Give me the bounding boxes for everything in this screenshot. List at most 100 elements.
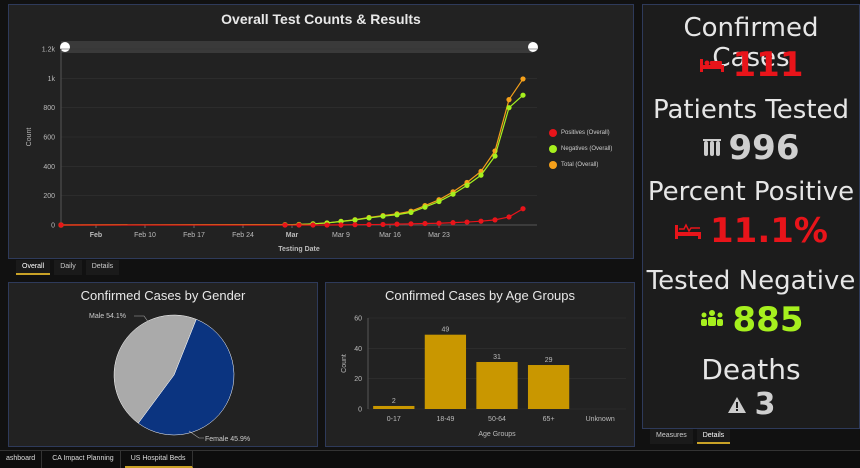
series-point-0 bbox=[450, 220, 456, 226]
x-tick-label: 18-49 bbox=[436, 416, 454, 423]
legend-label: Total (Overall) bbox=[561, 162, 599, 168]
y-tick-label: 0 bbox=[51, 223, 55, 230]
series-point-0 bbox=[464, 219, 470, 225]
tested-label: Patients Tested bbox=[652, 95, 850, 125]
female-label: Female 45.9% bbox=[205, 436, 250, 443]
bottom-tab-dashboard[interactable]: ashboard bbox=[0, 451, 43, 468]
y-tick-label: 600 bbox=[43, 135, 55, 142]
tab-measures[interactable]: Measures bbox=[650, 429, 693, 444]
y-tick-label: 20 bbox=[354, 376, 362, 383]
series-point-0 bbox=[310, 222, 316, 228]
deaths-value: 3 bbox=[754, 387, 776, 422]
x-tick-label: 0-17 bbox=[387, 416, 401, 423]
series-point-0 bbox=[436, 220, 442, 226]
legend-item[interactable]: Total (Overall) bbox=[549, 161, 598, 169]
tab-stats-details[interactable]: Details bbox=[696, 429, 731, 444]
x-tick-label: 65+ bbox=[543, 416, 555, 423]
female-leader-line bbox=[188, 430, 204, 439]
x-tick-label: Feb bbox=[90, 232, 102, 239]
series-point-0 bbox=[58, 222, 64, 228]
series-point-0 bbox=[338, 222, 344, 228]
series-line-2 bbox=[60, 78, 524, 226]
series-point-1 bbox=[352, 217, 358, 223]
y-tick-label: 60 bbox=[354, 316, 362, 323]
x-tick-label: Mar 9 bbox=[332, 232, 350, 239]
bar-value-label: 29 bbox=[545, 357, 553, 364]
gender-pie-chart: Male 54.1% Female 45.9% bbox=[89, 313, 250, 443]
y-tick-label: 40 bbox=[354, 346, 362, 353]
bar-value-label: 2 bbox=[392, 398, 396, 405]
x-tick-label: Mar 23 bbox=[428, 232, 450, 239]
percent-label: Percent Positive bbox=[647, 177, 855, 207]
tab-overall[interactable]: Overall bbox=[16, 260, 51, 275]
legend-color-dot bbox=[549, 161, 557, 169]
bar-18-49 bbox=[424, 334, 467, 409]
range-slider-start-handle bbox=[60, 42, 70, 52]
series-point-0 bbox=[422, 220, 428, 227]
tested-value-row: 996 bbox=[643, 128, 859, 168]
deaths-value-row: 3 bbox=[643, 387, 859, 422]
x-tick-label: Feb 17 bbox=[183, 232, 205, 239]
series-point-0 bbox=[492, 217, 498, 223]
confirmed-value-row: 111 bbox=[643, 45, 859, 85]
legend-color-dot bbox=[549, 145, 557, 153]
y-tick-label: 200 bbox=[43, 193, 55, 200]
series-point-1 bbox=[380, 213, 386, 219]
legend-item[interactable]: Negatives (Overall) bbox=[549, 145, 612, 153]
series-point-0 bbox=[408, 221, 414, 227]
x-tick-label: 50-64 bbox=[488, 416, 506, 423]
y-tick-label: 0 bbox=[358, 407, 362, 414]
x-tick-label: Unknown bbox=[586, 416, 615, 423]
bar-value-label: 49 bbox=[442, 327, 450, 334]
y-tick-label: 1k bbox=[48, 76, 56, 83]
people-icon bbox=[700, 310, 723, 326]
pie-slice-male bbox=[137, 318, 235, 436]
gender-panel: Confirmed Cases by Gender Male 54.1% Fema… bbox=[8, 282, 318, 447]
y-axis-label: Count bbox=[26, 128, 33, 147]
x-tick-label: Mar 16 bbox=[379, 232, 401, 239]
test-tube-icon bbox=[702, 139, 721, 156]
male-label: Male 54.1% bbox=[89, 313, 126, 320]
series-point-0 bbox=[478, 218, 484, 224]
age-panel: Confirmed Cases by Age Groups 0 20 40 60 2 0-… bbox=[325, 282, 635, 447]
tab-daily[interactable]: Daily bbox=[54, 260, 82, 275]
warning-icon bbox=[727, 396, 746, 413]
series-point-0 bbox=[520, 206, 526, 212]
stats-tabs: Measures Details bbox=[650, 429, 731, 444]
negative-label: Tested Negative bbox=[646, 266, 856, 296]
series-point-0 bbox=[282, 222, 288, 228]
series-point-0 bbox=[352, 222, 358, 228]
bottom-tab-us-hospital-beds[interactable]: US Hospital Beds bbox=[124, 451, 193, 468]
series-point-0 bbox=[366, 221, 372, 228]
bed-pulse-icon bbox=[675, 223, 702, 239]
male-leader-line bbox=[134, 315, 150, 324]
bar-0-17 bbox=[373, 405, 415, 409]
gender-title: Confirmed Cases by Gender bbox=[80, 288, 246, 303]
test-counts-panel: Overall Test Counts & Results 0 200 400 600… bbox=[8, 4, 634, 259]
series-point-1 bbox=[422, 204, 428, 210]
series-point-1 bbox=[436, 198, 442, 205]
series-point-0 bbox=[324, 222, 330, 228]
series-point-0 bbox=[296, 222, 302, 228]
series-point-1 bbox=[464, 182, 470, 188]
series-point-1 bbox=[506, 105, 512, 111]
y-axis-label: Count bbox=[341, 354, 348, 373]
confirmed-value: 111 bbox=[732, 45, 804, 85]
y-tick-label: 400 bbox=[43, 164, 55, 171]
series-point-0 bbox=[380, 221, 386, 228]
bar-value-label: 31 bbox=[493, 354, 501, 361]
legend-label: Negatives (Overall) bbox=[561, 146, 613, 152]
bottom-tab-ca-impact-planning[interactable]: CA Impact Planning bbox=[46, 451, 121, 468]
percent-value-row: 11.1% bbox=[643, 211, 859, 251]
negative-value: 885 bbox=[732, 300, 804, 340]
test-counts-chart: 0 200 400 600 800 1k 1.2k Feb Feb 10 Feb 17 Feb 24… bbox=[26, 41, 538, 253]
legend-item[interactable]: Positives (Overall) bbox=[549, 129, 610, 137]
series-point-2 bbox=[520, 76, 526, 82]
series-point-1 bbox=[492, 153, 498, 159]
tab-details[interactable]: Details bbox=[85, 260, 120, 275]
range-slider-end-handle bbox=[528, 42, 538, 52]
range-slider-track bbox=[61, 41, 533, 53]
percent-value: 11.1% bbox=[710, 211, 828, 251]
legend-label: Positives (Overall) bbox=[561, 130, 610, 136]
legend-color-dot bbox=[549, 129, 557, 137]
